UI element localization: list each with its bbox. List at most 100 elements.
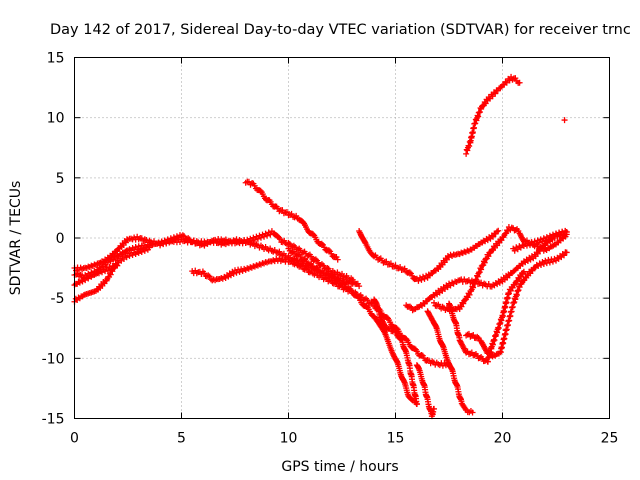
x-tick-label: 0 [70,431,79,447]
data-point-sat-j [524,258,531,265]
data-point-sat-e [298,263,305,270]
y-tick-label: 5 [56,171,65,187]
grid [74,57,610,419]
data-point-sat-h [387,260,394,267]
data-point-sat-n [481,259,488,266]
data-point-sat-n [476,269,483,276]
data-point-sat-h [484,237,491,244]
data-point-sat-e [206,273,213,280]
data-point-sat-k [509,284,516,291]
data-point-sat-f [325,247,332,254]
data-point-sat-a [179,232,186,239]
data-point-sat-p [545,236,552,243]
data-point-sat-c [146,244,153,251]
data-point-sat-h [495,227,502,234]
data-point-sat-e [304,266,311,273]
data-point-sat-p [533,240,540,247]
data-point-sat-b [114,252,121,259]
data-point-sat-q [497,84,504,91]
data-point-sat-d [105,267,112,274]
data-point-sat-a [320,262,327,269]
data-point-sat-m [462,405,469,412]
data-point-sat-e [205,272,212,279]
data-point-sat-o [487,349,494,356]
data-point-sat-p [530,241,537,248]
data-point-sat-n [542,246,549,253]
data-point-sat-h [406,269,413,276]
data-point-sat-d [114,262,121,269]
data-point-sat-j [494,281,501,288]
data-point-sat-a [325,265,332,272]
data-point-sat-f [283,208,290,215]
data-point-sat-a [356,283,363,290]
data-point-sat-n [498,237,505,244]
data-point-sat-d [82,277,89,284]
data-point-sat-l [431,405,438,412]
data-point-sat-o [563,249,570,256]
data-point-sat-o [540,260,547,267]
data-point-sat-h [383,258,390,265]
data-point-sat-n [458,303,465,310]
data-point-sat-h [418,276,425,283]
data-point-sat-d [102,268,109,275]
data-point-sat-a [285,239,292,246]
data-point-sat-j [407,303,414,310]
data-point-sat-k [507,287,514,294]
data-point-sat-q [502,78,509,85]
data-point-sat-k [518,273,525,280]
data-point-sat-c [107,271,114,278]
data-points [71,73,570,420]
data-point-sat-p [536,239,543,246]
data-point-sat-h [401,265,408,272]
data-point-sat-g [332,277,339,284]
data-point-sat-o [474,333,481,340]
plot-frame [74,57,610,419]
data-point-sat-o [475,335,482,342]
data-point-sat-f [310,231,317,238]
data-point-sat-e [418,351,425,358]
data-point-sat-p [548,234,555,241]
data-point-sat-a [254,235,261,242]
data-point-sat-n [466,291,473,298]
data-point-sat-a [300,249,307,256]
y-tick-label: -10 [42,351,65,367]
data-point-sat-e [233,269,240,276]
y-tick-label: 10 [47,111,65,127]
data-point-sat-o [543,260,550,267]
data-point-sat-e [302,265,309,272]
data-point-sat-a [264,232,271,239]
data-point-sat-r [561,117,568,124]
y-tick-label: -15 [42,412,65,428]
data-point-sat-p [539,238,546,245]
data-point-sat-c [123,254,130,261]
data-point-sat-o [561,252,568,259]
y-tick-label: 0 [56,231,65,247]
data-point-sat-h [380,259,387,266]
x-tick-label: 5 [177,431,186,447]
data-point-sat-f [300,219,307,226]
data-point-sat-p [560,231,567,238]
data-point-sat-f [257,187,264,194]
data-point-sat-e [222,274,229,281]
data-point-sat-e [201,270,208,277]
data-point-sat-h [493,228,500,235]
chart-title: Day 142 of 2017, Sidereal Day-to-day VTE… [50,22,631,38]
x-tick-label: 10 [280,431,298,447]
y-tick-label: -5 [51,291,65,307]
data-point-sat-a [257,234,264,241]
data-point-sat-g [316,268,323,275]
data-point-sat-n [470,284,477,291]
data-point-sat-g [314,266,321,273]
data-point-sat-c [141,247,148,254]
data-point-sat-h [415,277,422,284]
y-tick-label: 15 [47,51,65,67]
x-tick-label: 20 [494,431,512,447]
data-point-sat-e [297,262,304,269]
data-point-sat-f [279,207,286,214]
data-point-sat-b [349,280,356,287]
data-point-sat-n [550,242,557,249]
data-point-sat-d [108,266,115,273]
x-tick-label: 15 [387,431,405,447]
data-point-sat-c [126,252,133,259]
data-point-sat-j [522,259,529,266]
